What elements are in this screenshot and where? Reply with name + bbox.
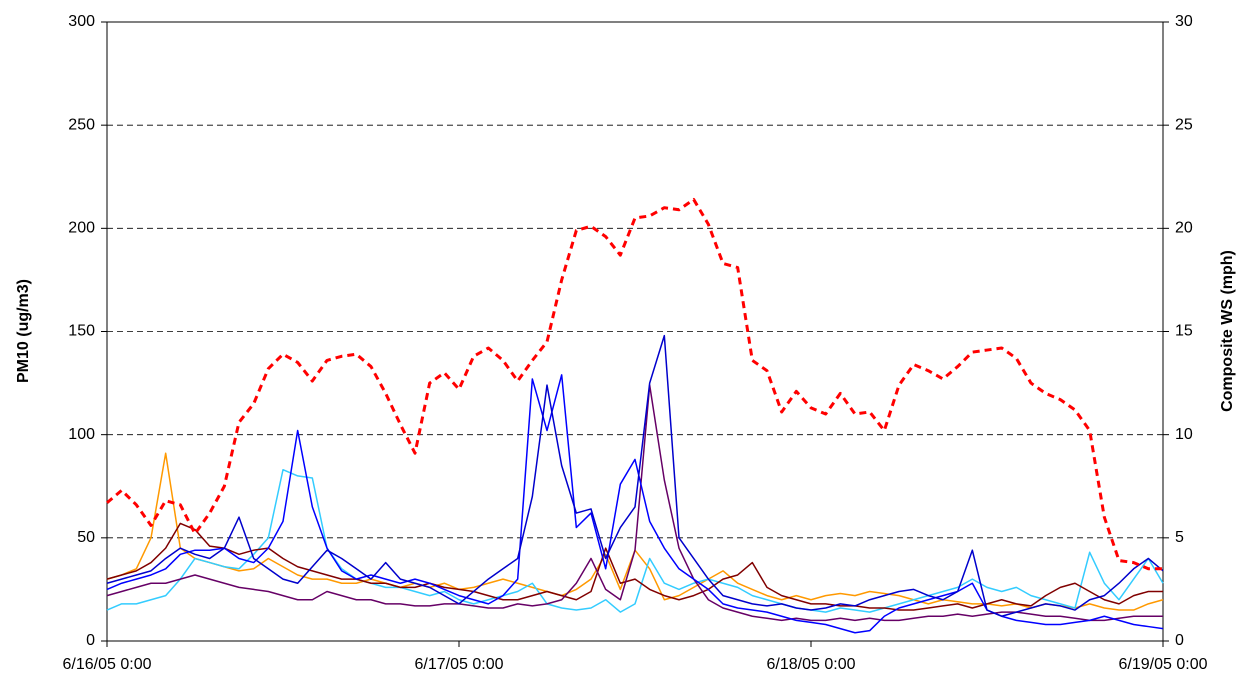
y2-tick-label: 0: [1175, 632, 1184, 649]
y2-tick-label: 15: [1175, 323, 1193, 340]
x-tick-label: 6/17/05 0:00: [415, 656, 504, 673]
y2-axis-title: Composite WS (mph): [1219, 250, 1236, 412]
y-tick-label: 100: [68, 426, 95, 443]
wind-speed-line: [106, 197, 1163, 571]
pm10-line: [106, 334, 1164, 617]
y2-tick-label: 25: [1175, 116, 1193, 133]
pm10-line: [106, 522, 1163, 611]
pm10-line: [106, 384, 1163, 622]
y2-tick-label: 20: [1175, 220, 1193, 237]
pm10-line: [106, 468, 1164, 613]
pm10-line: [106, 452, 1164, 611]
plot-frame: [106, 21, 1164, 642]
y-tick-label: 250: [68, 116, 95, 133]
y-tick-label: 0: [86, 632, 95, 649]
y-axis-title: PM10 (ug/m3): [15, 279, 32, 383]
y-tick-label: 50: [77, 529, 95, 546]
y2-tick-label: 10: [1175, 426, 1193, 443]
x-tick-label: 6/19/05 0:00: [1119, 656, 1208, 673]
y-tick-label: 200: [68, 220, 95, 237]
y-tick-label: 300: [68, 13, 95, 30]
x-tick-label: 6/16/05 0:00: [63, 656, 152, 673]
y2-tick-label: 5: [1175, 529, 1184, 546]
y2-tick-label: 30: [1175, 13, 1193, 30]
x-tick-label: 6/18/05 0:00: [767, 656, 856, 673]
y-tick-label: 150: [68, 323, 95, 340]
